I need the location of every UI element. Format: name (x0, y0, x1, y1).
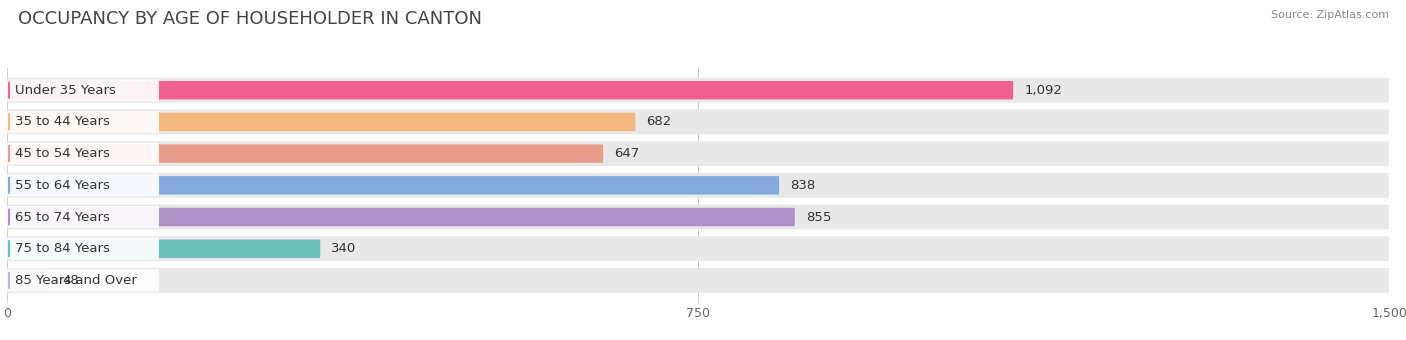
Text: 85 Years and Over: 85 Years and Over (15, 274, 136, 287)
Text: 35 to 44 Years: 35 to 44 Years (15, 115, 110, 129)
FancyBboxPatch shape (7, 143, 159, 165)
FancyBboxPatch shape (7, 270, 159, 291)
FancyBboxPatch shape (7, 111, 159, 133)
Text: Under 35 Years: Under 35 Years (15, 84, 115, 97)
Text: 55 to 64 Years: 55 to 64 Years (15, 179, 110, 192)
FancyBboxPatch shape (7, 236, 1389, 261)
FancyBboxPatch shape (7, 208, 794, 226)
Text: 682: 682 (647, 115, 672, 129)
FancyBboxPatch shape (7, 81, 1014, 99)
Text: 647: 647 (614, 147, 640, 160)
FancyBboxPatch shape (7, 238, 159, 259)
FancyBboxPatch shape (7, 268, 1389, 293)
Text: 1,092: 1,092 (1024, 84, 1062, 97)
Text: 855: 855 (806, 210, 831, 223)
FancyBboxPatch shape (7, 141, 1389, 166)
Text: OCCUPANCY BY AGE OF HOUSEHOLDER IN CANTON: OCCUPANCY BY AGE OF HOUSEHOLDER IN CANTO… (18, 10, 482, 28)
Text: 75 to 84 Years: 75 to 84 Years (15, 242, 110, 255)
FancyBboxPatch shape (7, 109, 1389, 134)
FancyBboxPatch shape (7, 206, 159, 228)
FancyBboxPatch shape (7, 239, 321, 258)
FancyBboxPatch shape (7, 144, 603, 163)
Text: 48: 48 (62, 274, 79, 287)
FancyBboxPatch shape (7, 79, 159, 101)
FancyBboxPatch shape (7, 176, 779, 194)
Text: 45 to 54 Years: 45 to 54 Years (15, 147, 110, 160)
FancyBboxPatch shape (7, 174, 159, 196)
Text: 65 to 74 Years: 65 to 74 Years (15, 210, 110, 223)
Text: 340: 340 (332, 242, 357, 255)
FancyBboxPatch shape (7, 173, 1389, 198)
FancyBboxPatch shape (7, 205, 1389, 230)
FancyBboxPatch shape (7, 78, 1389, 103)
Text: Source: ZipAtlas.com: Source: ZipAtlas.com (1271, 10, 1389, 20)
Text: 838: 838 (790, 179, 815, 192)
FancyBboxPatch shape (7, 113, 636, 131)
FancyBboxPatch shape (7, 271, 51, 290)
